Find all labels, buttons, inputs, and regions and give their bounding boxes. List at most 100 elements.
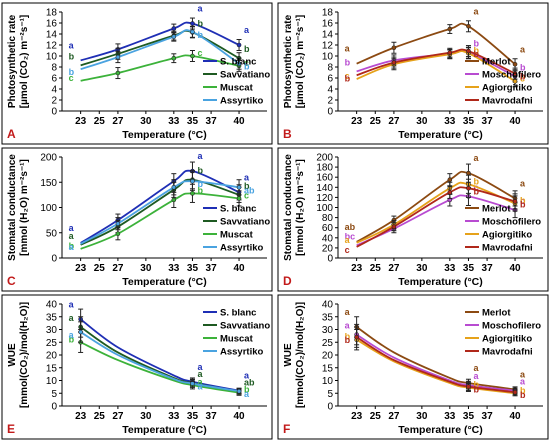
- x-axis-title: Temperature (°C): [122, 424, 207, 436]
- significance-letter: b: [473, 49, 479, 59]
- y-tick-label: 2: [51, 96, 57, 107]
- legend-label: Savvatiano: [220, 321, 270, 332]
- x-tick-label: 33: [444, 411, 456, 422]
- data-point: [171, 34, 177, 40]
- y-tick-label: 4: [51, 85, 57, 96]
- data-point: [236, 42, 242, 48]
- x-axis-title: Temperature (°C): [122, 276, 207, 288]
- y-tick-label: 18: [322, 8, 334, 19]
- significance-letter: a: [345, 321, 351, 331]
- data-point: [171, 55, 177, 61]
- significance-letter: b: [345, 332, 351, 342]
- x-tick-label: 30: [140, 263, 152, 274]
- x-tick-label: 37: [482, 411, 494, 422]
- y-axis-title: [mmol(CO₂)/mol(H₂O)]: [295, 302, 306, 408]
- significance-letter: b: [197, 185, 203, 195]
- significance-letter: a: [520, 44, 526, 54]
- significance-letter: a: [197, 382, 203, 392]
- y-axis-title: [mmol (H₂O) m⁻²s⁻¹]: [19, 159, 30, 256]
- x-tick-label: 23: [351, 263, 363, 274]
- y-tick-label: 60: [322, 223, 334, 234]
- x-tick-label: 40: [233, 116, 245, 127]
- significance-letter: b: [473, 380, 479, 390]
- significance-letter: b: [473, 39, 479, 49]
- x-axis-title: Temperature (°C): [122, 129, 207, 141]
- y-tick-label: 20: [322, 243, 334, 254]
- legend-label: Assyrtiko: [220, 243, 263, 254]
- x-tick-label: 35: [187, 116, 199, 127]
- x-tick-label: 23: [75, 411, 87, 422]
- data-point: [466, 170, 471, 176]
- y-tick-label: 5: [51, 389, 57, 400]
- panel-letter: E: [7, 422, 15, 436]
- legend-label: Muscat: [220, 83, 254, 94]
- significance-letter: a: [244, 389, 250, 399]
- data-point: [466, 23, 471, 29]
- legend-label: Moschofilero: [482, 217, 541, 228]
- legend-label: Merlot: [482, 57, 511, 68]
- x-tick-label: 25: [94, 411, 106, 422]
- data-point: [115, 231, 121, 237]
- data-point: [391, 45, 397, 51]
- y-tick-label: 14: [46, 30, 58, 41]
- panel-letter: F: [283, 422, 290, 436]
- significance-letter: a: [473, 371, 479, 381]
- panel-letter: C: [7, 274, 16, 288]
- significance-letter: b: [197, 179, 203, 189]
- legend-label: Savvatiano: [220, 217, 270, 228]
- data-point: [512, 389, 518, 395]
- x-tick-label: 37: [206, 411, 218, 422]
- x-tick-label: 27: [388, 411, 400, 422]
- significance-letter: b: [345, 57, 351, 67]
- y-tick-label: 4: [327, 85, 333, 96]
- x-tick-label: 27: [388, 263, 400, 274]
- chart-panel-c: 0 50 100 150 200 23 25 27 30 33 35 37 40 Temperature …: [1, 147, 273, 292]
- series-line: [80, 318, 240, 392]
- y-tick-label: 10: [322, 376, 334, 387]
- legend-label: Merlot: [482, 204, 511, 215]
- y-tick-label: 40: [322, 300, 334, 311]
- y-tick-label: 10: [322, 52, 334, 63]
- significance-letter: a: [473, 153, 479, 163]
- y-tick-label: 18: [46, 8, 58, 19]
- y-tick-label: 0: [327, 254, 333, 265]
- significance-letter: a: [345, 235, 351, 245]
- x-tick-label: 23: [351, 411, 363, 422]
- series-line: [80, 341, 240, 394]
- significance-letter: c: [244, 190, 249, 200]
- panel-letter: A: [7, 127, 16, 141]
- x-tick-label: 37: [482, 116, 494, 127]
- significance-letter: b: [345, 73, 351, 83]
- data-point: [190, 381, 195, 386]
- y-tick-label: 10: [46, 52, 58, 63]
- legend-label: Merlot: [482, 308, 511, 319]
- x-tick-label: 30: [140, 411, 152, 422]
- y-tick-label: 12: [322, 41, 334, 52]
- legend-label: Assyrtiko: [220, 347, 263, 358]
- x-tick-label: 33: [444, 116, 456, 127]
- legend-label: Muscat: [220, 334, 254, 345]
- y-tick-label: 30: [322, 325, 334, 336]
- legend-label: Savvatiano: [220, 70, 270, 81]
- significance-letter: a: [473, 363, 479, 373]
- significance-letter: b: [244, 385, 250, 395]
- y-tick-label: 50: [46, 228, 58, 239]
- legend-label: Mavrodafni: [482, 347, 533, 358]
- data-point: [512, 61, 518, 67]
- y-tick-label: 35: [46, 312, 58, 323]
- data-point: [466, 48, 471, 54]
- significance-letter: a: [197, 151, 203, 161]
- x-tick-label: 35: [463, 116, 475, 127]
- significance-letter: c: [197, 48, 202, 58]
- data-point: [512, 71, 518, 76]
- y-tick-label: 80: [322, 213, 334, 224]
- y-tick-label: 40: [46, 300, 58, 311]
- y-tick-label: 16: [322, 19, 334, 30]
- y-tick-label: 8: [327, 63, 333, 74]
- x-tick-label: 40: [233, 411, 245, 422]
- data-point: [236, 185, 242, 190]
- significance-letter: a: [520, 369, 526, 379]
- significance-letter: b: [197, 30, 203, 40]
